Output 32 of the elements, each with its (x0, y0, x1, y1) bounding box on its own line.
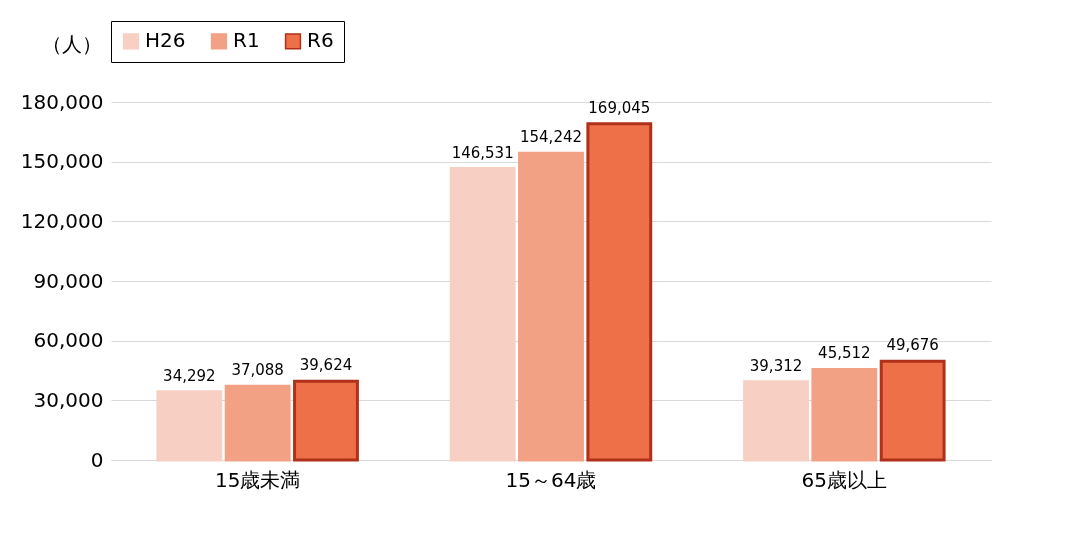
y-tick-label: 120,000 (20, 208, 104, 233)
data-label: 37,088 (231, 361, 284, 380)
data-label: 49,676 (886, 336, 939, 355)
legend-label: R1 (233, 28, 260, 53)
data-label: 45,512 (818, 344, 871, 363)
y-tick-label: 150,000 (20, 149, 104, 174)
data-label: 146,531 (451, 143, 514, 162)
data-label: 169,045 (588, 98, 651, 117)
x-tick-label: 65歳以上 (801, 467, 888, 492)
bar (449, 167, 516, 462)
y-tick-label: 0 (90, 447, 104, 472)
data-label: 154,242 (519, 128, 583, 147)
bar (879, 359, 946, 462)
legend-label: R6 (307, 28, 334, 53)
bar (224, 384, 291, 462)
x-tick-label: 15歳未満 (214, 467, 301, 492)
data-label: 34,292 (163, 366, 216, 385)
y-tick-label: 60,000 (33, 328, 104, 353)
y-axis-title: （人） (41, 31, 102, 56)
bar (811, 367, 878, 462)
bar (293, 379, 359, 462)
data-label: 39,312 (749, 356, 803, 375)
y-tick-label: 30,000 (33, 387, 104, 412)
bar (156, 390, 223, 462)
bar (586, 122, 653, 462)
y-tick-label: 90,000 (33, 268, 104, 293)
x-tick-label: 15～64歳 (505, 467, 597, 492)
y-tick-label: 180,000 (20, 89, 104, 114)
bar (743, 380, 809, 462)
data-label: 39,624 (299, 356, 353, 375)
bar (518, 151, 584, 462)
legend-label: H26 (145, 28, 186, 53)
